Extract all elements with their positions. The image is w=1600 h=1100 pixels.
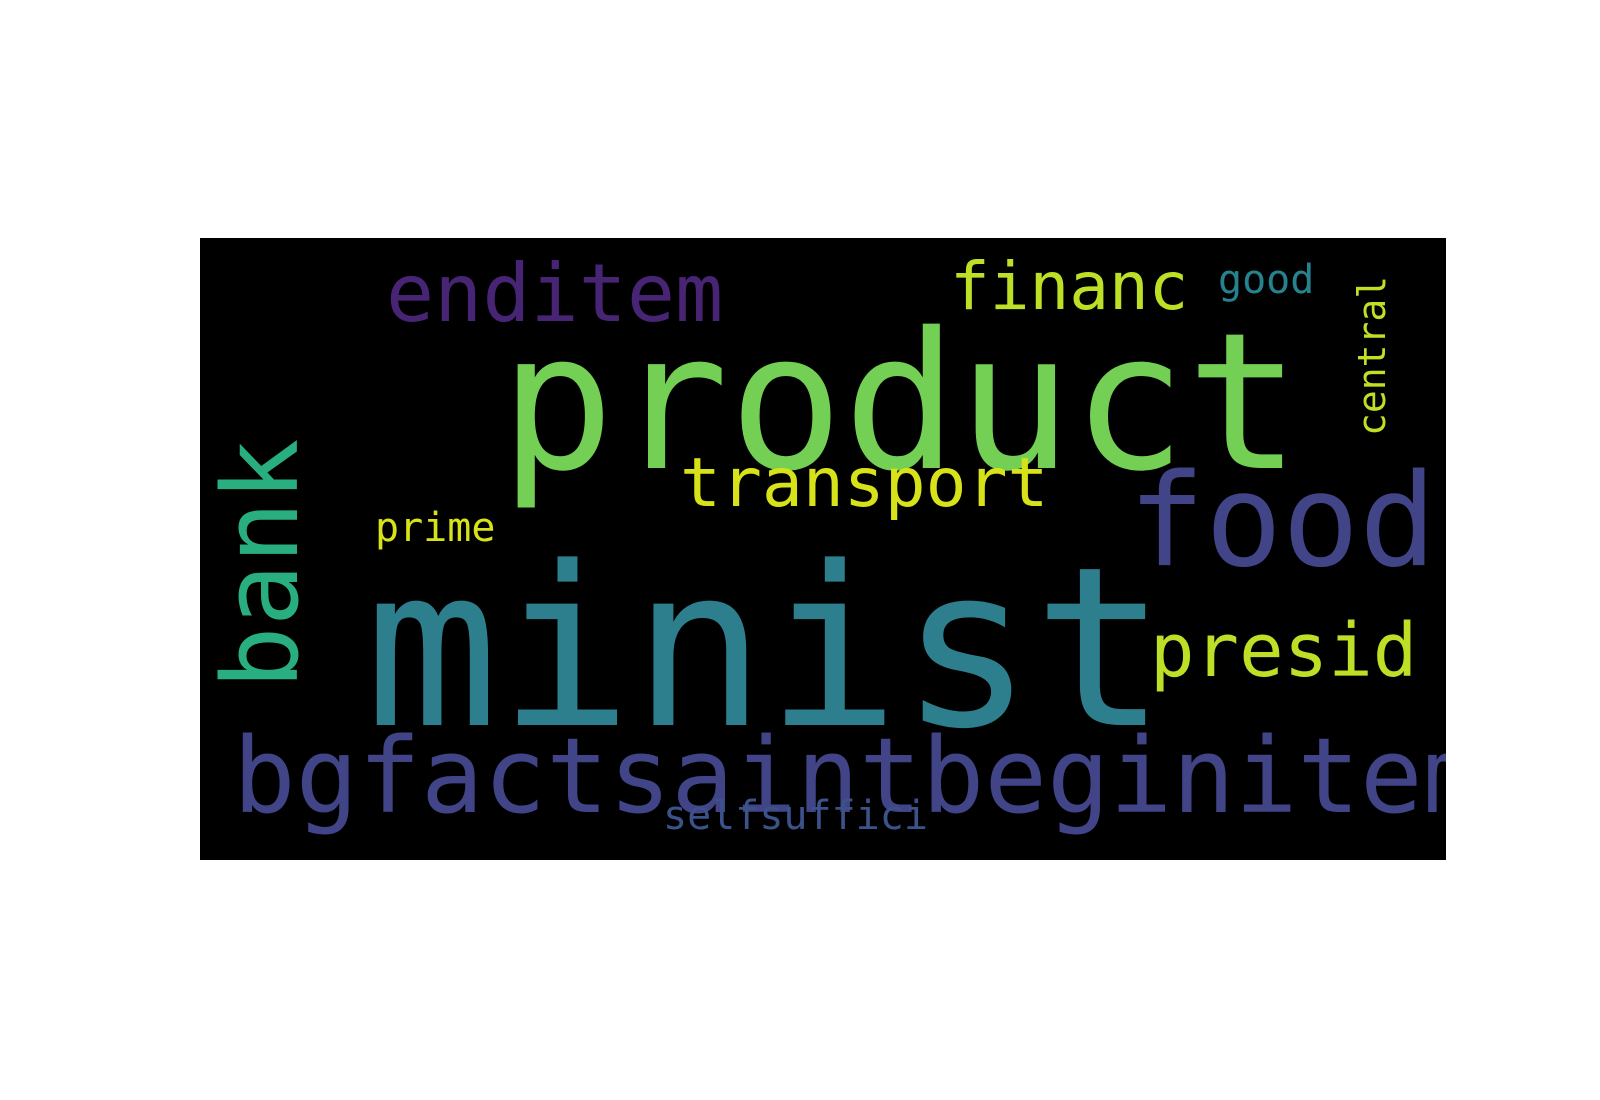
word-prime: prime bbox=[375, 505, 496, 551]
word-presid: presid bbox=[1150, 608, 1418, 694]
word-good: good bbox=[1218, 257, 1315, 303]
word-product: product bbox=[500, 292, 1301, 513]
word-food: food bbox=[1128, 447, 1437, 596]
word-selfsuffici: selfsuffici bbox=[663, 793, 928, 839]
word-minist: minist bbox=[365, 520, 1167, 778]
word-bank: bank bbox=[200, 438, 322, 689]
word-bgfactsaintbeginitem: bgfactsaintbeginitem bbox=[233, 715, 1446, 837]
word-cloud-panel: minist product bgfactsaintbeginitem food… bbox=[200, 238, 1446, 860]
word-enditem: enditem bbox=[386, 247, 724, 340]
word-financ: financ bbox=[950, 248, 1189, 325]
word-transport: transport bbox=[680, 444, 1049, 523]
word-central: central bbox=[1350, 275, 1394, 436]
